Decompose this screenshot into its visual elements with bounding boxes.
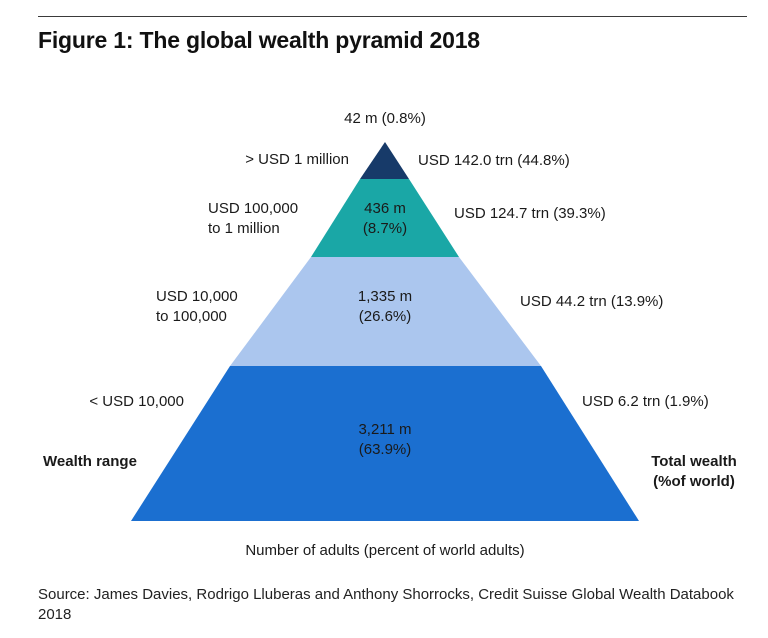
wealth-range-under-10k: < USD 10,000	[89, 393, 184, 410]
adults-under-10k: 3,211 m (63.9%)	[325, 420, 445, 460]
top-rule	[38, 16, 747, 17]
adults-10k-100k-line1: 1,335 m	[357, 288, 413, 305]
tier-10k-100k	[230, 257, 541, 366]
adults-100k-1m-line1: 436 m	[364, 200, 406, 217]
total-wealth-under-10k: USD 6.2 trn (1.9%)	[582, 393, 709, 410]
wealth-range-over-1m: > USD 1 million	[245, 151, 349, 168]
tier-over-1m	[360, 142, 409, 179]
total-wealth-axis-line2: (%of world)	[653, 473, 735, 490]
total-wealth-10k-100k: USD 44.2 trn (13.9%)	[520, 293, 664, 310]
wealth-range-10k-100k-line1: USD 10,000	[156, 288, 238, 305]
adults-under-10k-line2: (63.9%)	[358, 441, 412, 458]
tier-100k-1m	[311, 179, 459, 257]
adults-axis-label: Number of adults (percent of world adult…	[245, 542, 525, 559]
total-wealth-axis-label: Total wealth (%of world)	[640, 452, 748, 492]
adults-under-10k-line1: 3,211 m	[358, 421, 412, 438]
adults-10k-100k: 1,335 m (26.6%)	[325, 287, 445, 327]
total-wealth-over-1m: USD 142.0 trn (44.8%)	[418, 152, 570, 169]
wealth-range-100k-1m-line1: USD 100,000	[208, 200, 299, 217]
figure-title: Figure 1: The global wealth pyramid 2018	[38, 27, 480, 53]
adults-100k-1m: 436 m (8.7%)	[325, 199, 445, 239]
wealth-range-100k-1m-line2: to 1 million	[208, 220, 280, 237]
source-note: Source: James Davies, Rodrigo Lluberas a…	[38, 586, 734, 623]
adults-100k-1m-line2: (8.7%)	[362, 220, 408, 237]
wealth-range-100k-1m: USD 100,000 to 1 million	[208, 199, 298, 239]
adults-over-1m-label: 42 m (0.8%)	[344, 110, 426, 127]
wealth-range-axis-label: Wealth range	[43, 453, 137, 470]
wealth-range-10k-100k-line2: to 100,000	[156, 308, 227, 325]
total-wealth-axis-line1: Total wealth	[651, 453, 737, 470]
adults-10k-100k-line2: (26.6%)	[358, 308, 412, 325]
wealth-range-10k-100k: USD 10,000 to 100,000	[156, 287, 238, 327]
tier-under-10k	[131, 366, 639, 521]
total-wealth-100k-1m: USD 124.7 trn (39.3%)	[454, 205, 606, 222]
